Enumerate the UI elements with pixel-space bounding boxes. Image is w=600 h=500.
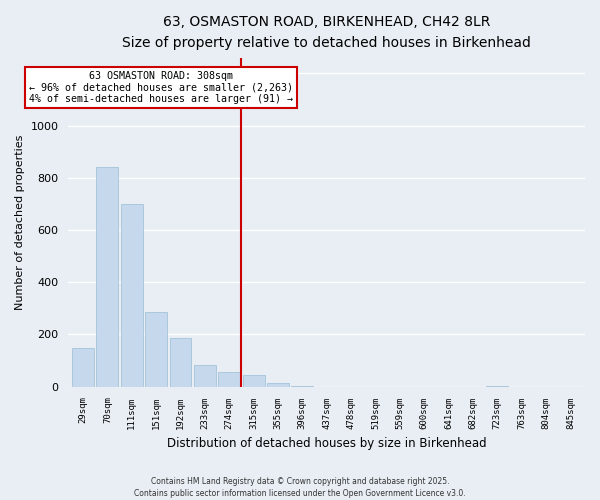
Text: 63 OSMASTON ROAD: 308sqm
← 96% of detached houses are smaller (2,263)
4% of semi: 63 OSMASTON ROAD: 308sqm ← 96% of detach… xyxy=(29,71,293,104)
Bar xyxy=(97,168,118,386)
Y-axis label: Number of detached properties: Number of detached properties xyxy=(15,134,25,310)
Bar xyxy=(145,312,167,386)
Bar xyxy=(121,204,143,386)
Bar xyxy=(267,384,289,386)
X-axis label: Distribution of detached houses by size in Birkenhead: Distribution of detached houses by size … xyxy=(167,437,487,450)
Text: Contains HM Land Registry data © Crown copyright and database right 2025.
Contai: Contains HM Land Registry data © Crown c… xyxy=(134,476,466,498)
Bar xyxy=(170,338,191,386)
Bar xyxy=(72,348,94,387)
Bar xyxy=(242,376,265,386)
Title: 63, OSMASTON ROAD, BIRKENHEAD, CH42 8LR
Size of property relative to detached ho: 63, OSMASTON ROAD, BIRKENHEAD, CH42 8LR … xyxy=(122,15,531,50)
Bar xyxy=(194,366,216,386)
Bar xyxy=(218,372,240,386)
